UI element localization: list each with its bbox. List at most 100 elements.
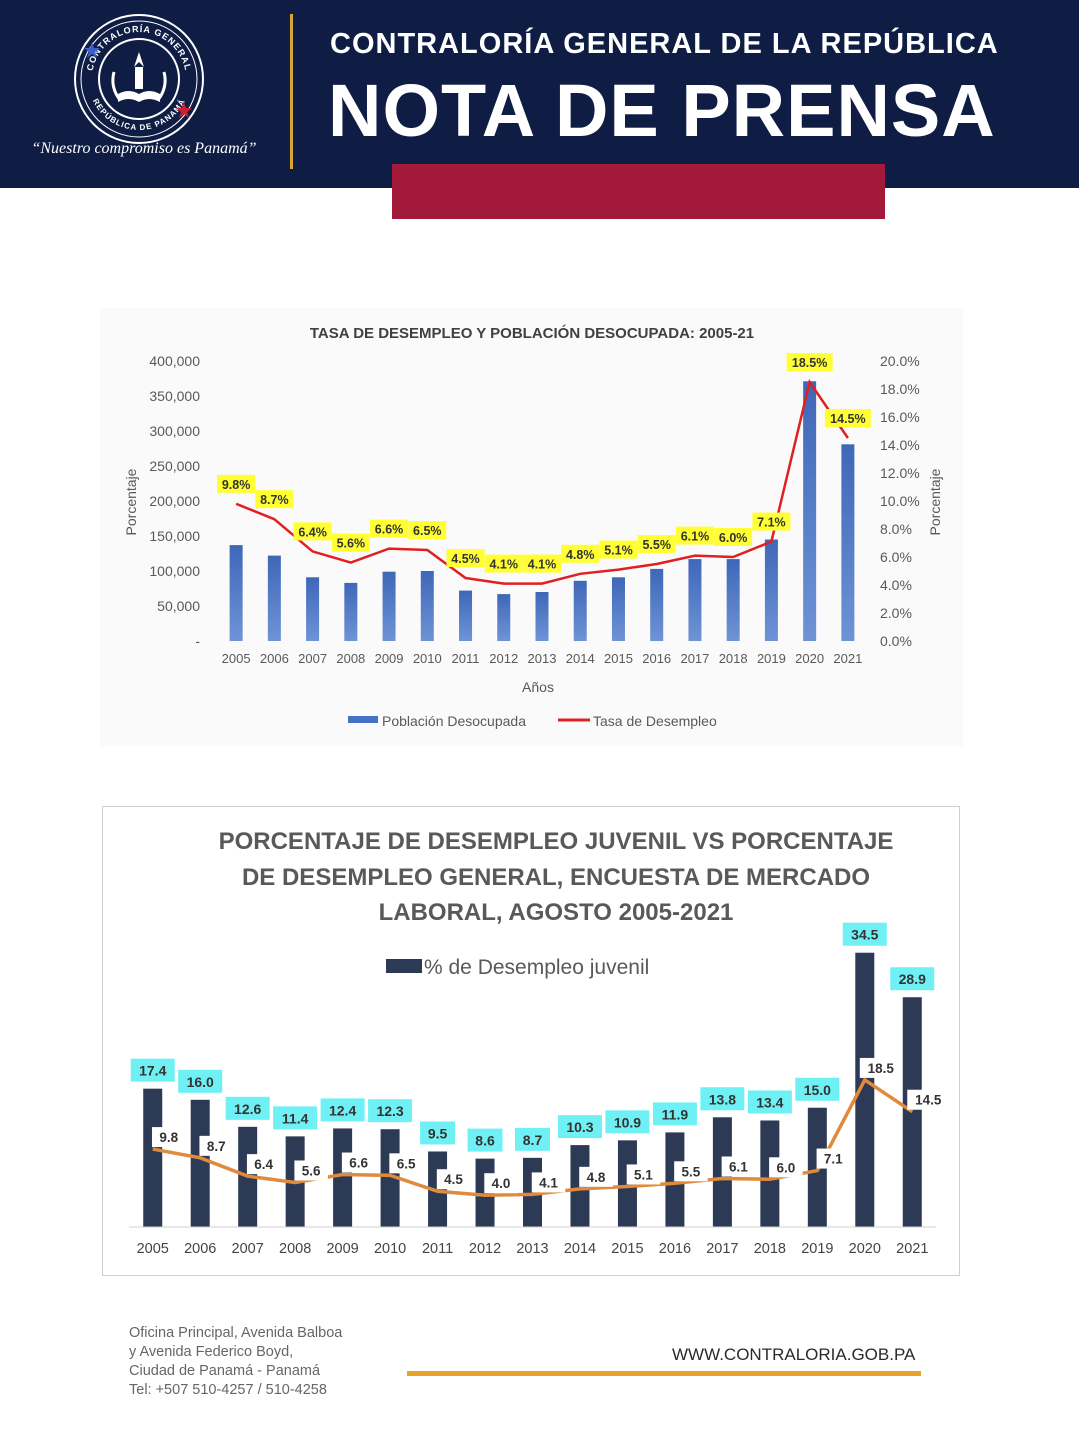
page-title: NOTA DE PRENSA (328, 69, 996, 152)
chart2-line-data-label: 5.5 (674, 1161, 708, 1182)
chart1-bar (841, 444, 855, 641)
svg-text:11.9: 11.9 (662, 1106, 689, 1122)
footer-website-link[interactable]: WWW.CONTRALORIA.GOB.PA (672, 1345, 916, 1364)
chart2-bar-data-label: 15.0 (795, 1077, 840, 1101)
chart2-line-data-label: 6.4 (246, 1154, 281, 1175)
chart2-line-data-label: 6.6 (341, 1152, 376, 1173)
chart1-bar (688, 559, 702, 641)
svg-text:12.4: 12.4 (329, 1102, 356, 1118)
svg-text:9.5: 9.5 (428, 1125, 448, 1141)
chart2-bar (143, 1088, 163, 1227)
svg-text:9.8%: 9.8% (222, 478, 251, 492)
chart1-rate-data-label: 6.4% (293, 522, 332, 541)
svg-text:9.8: 9.8 (159, 1130, 178, 1145)
chart2-x-tick-label: 2015 (611, 1241, 643, 1257)
chart2-line-data-label: 7.1 (816, 1148, 851, 1169)
svg-text:6.6: 6.6 (349, 1156, 368, 1171)
chart1-rate-data-label: 5.1% (599, 540, 638, 559)
chart1-x-tick-label: 2018 (719, 651, 748, 666)
chart1-x-tick-label: 2011 (452, 651, 480, 666)
chart1-bar (382, 571, 396, 641)
chart-unemployment-rate: TASA DE DESEMPLEO Y POBLACIÓN DESOCUPADA… (100, 308, 963, 746)
svg-text:5.1: 5.1 (634, 1167, 653, 1182)
chart2-line-data-label: 6.1 (721, 1156, 756, 1177)
chart2-x-tick-label: 2020 (849, 1241, 881, 1257)
chart1-title: TASA DE DESEMPLEO Y POBLACIÓN DESOCUPADA… (310, 324, 754, 342)
chart1-svg: TASA DE DESEMPLEO Y POBLACIÓN DESOCUPADA… (123, 324, 943, 729)
svg-text:6.0%: 6.0% (719, 531, 748, 545)
chart2-x-tick-label: 2012 (469, 1241, 501, 1257)
svg-text:12.3: 12.3 (376, 1103, 403, 1119)
chart1-y-tick-label: 250,000 (149, 458, 200, 474)
chart1-bar (267, 555, 281, 641)
chart2-line-data-label: 5.1 (626, 1164, 661, 1185)
chart1-bar (344, 582, 358, 641)
chart2-x-tick-label: 2010 (374, 1241, 406, 1257)
svg-text:6.6%: 6.6% (375, 523, 404, 537)
chart2-line-data-label: 5.6 (294, 1160, 328, 1181)
svg-text:6.4%: 6.4% (298, 525, 327, 539)
svg-text:6.5: 6.5 (397, 1156, 416, 1171)
chart1-y-tick-label: 400,000 (149, 353, 200, 369)
chart1-rate-data-label: 18.5% (786, 353, 833, 371)
chart2-title-line-3: LABORAL, AGOSTO 2005-2021 (379, 899, 734, 926)
chart1-rate-data-label: 9.8% (217, 474, 256, 493)
chart2-x-tick-label: 2011 (422, 1241, 453, 1257)
svg-text:6.0: 6.0 (776, 1160, 795, 1175)
chart2-bar (902, 997, 922, 1227)
chart1-x-tick-label: 2021 (833, 651, 862, 666)
chart2-x-tick-label: 2018 (754, 1241, 786, 1257)
seal-text-bottom: REPÚBLICA DE PANAMÁ (91, 97, 186, 132)
chart2-bar-data-label: 10.3 (557, 1115, 602, 1139)
svg-text:18.5%: 18.5% (792, 356, 827, 370)
chart2-line-data-label: 4.1 (531, 1172, 566, 1193)
chart1-y-tick-label: 150,000 (149, 528, 200, 544)
chart2-x-tick-label: 2016 (659, 1241, 691, 1257)
chart1-bar (535, 592, 549, 641)
chart2-bar-data-label: 13.8 (700, 1087, 745, 1111)
chart1-xlabel: Años (522, 679, 554, 695)
chart2-bar-data-label: 34.5 (842, 922, 887, 946)
red-accent-bar (392, 164, 885, 219)
chart2-line-data-label: 14.5 (907, 1089, 950, 1110)
chart1-bar (726, 559, 740, 641)
chart1-x-tick-label: 2012 (489, 651, 518, 666)
chart1-bar (764, 539, 778, 641)
chart1-x-tick-label: 2019 (757, 651, 786, 666)
chart1-y2-tick-label: 12.0% (880, 465, 920, 481)
header-banner: CONTRALORÍA GENERAL REPÚBLICA DE PANAMÁ … (0, 0, 1079, 188)
chart2-bar-data-label: 8.6 (467, 1128, 503, 1152)
header-divider (290, 14, 293, 169)
svg-text:4.8: 4.8 (587, 1170, 606, 1185)
chart2-line-data-label: 9.8 (151, 1127, 186, 1148)
chart2-svg: PORCENTAJE DE DESEMPLEO JUVENIL VS PORCE… (129, 828, 950, 1257)
chart2-x-tick-label: 2008 (279, 1241, 311, 1257)
chart1-rate-data-label: 4.1% (523, 554, 561, 573)
chart1-x-tick-label: 2006 (260, 651, 289, 666)
chart1-x-tick-label: 2017 (680, 651, 709, 666)
svg-text:34.5: 34.5 (851, 927, 878, 943)
footer-address-line: Ciudad de Panamá - Panamá (129, 1363, 321, 1379)
chart1-y2-tick-label: 16.0% (880, 409, 920, 425)
chart1-bar (459, 590, 473, 641)
chart2-bar-data-label: 9.5 (420, 1121, 456, 1145)
chart2-line-data-label: 6.5 (389, 1153, 423, 1174)
chart2-x-tick-label: 2006 (184, 1241, 216, 1257)
svg-text:4.1%: 4.1% (490, 558, 519, 572)
chart1-legend-line-label: Tasa de Desempleo (593, 713, 717, 729)
chart1-x-tick-label: 2014 (566, 651, 595, 666)
chart1-rate-line (235, 378, 849, 585)
chart2-x-tick-label: 2014 (564, 1241, 596, 1257)
chart2-x-tick-label: 2005 (137, 1241, 169, 1257)
svg-text:5.6%: 5.6% (337, 537, 366, 551)
chart2-title-line-2: DE DESEMPLEO GENERAL, ENCUESTA DE MERCAD… (242, 864, 870, 891)
svg-text:4.8%: 4.8% (566, 548, 595, 562)
org-name: CONTRALORÍA GENERAL DE LA REPÚBLICA (330, 28, 999, 60)
chart2-line-data-label: 6.0 (769, 1157, 803, 1178)
chart1-rate-data-label: 8.7% (255, 490, 294, 509)
footer-address-line: Tel: +507 510-4257 / 510-4258 (129, 1382, 327, 1398)
chart2-x-tick-label: 2013 (516, 1241, 548, 1257)
chart1-legend-bar-swatch (348, 716, 378, 723)
chart-youth-unemployment: PORCENTAJE DE DESEMPLEO JUVENIL VS PORCE… (102, 806, 960, 1276)
svg-text:6.1: 6.1 (729, 1160, 748, 1175)
